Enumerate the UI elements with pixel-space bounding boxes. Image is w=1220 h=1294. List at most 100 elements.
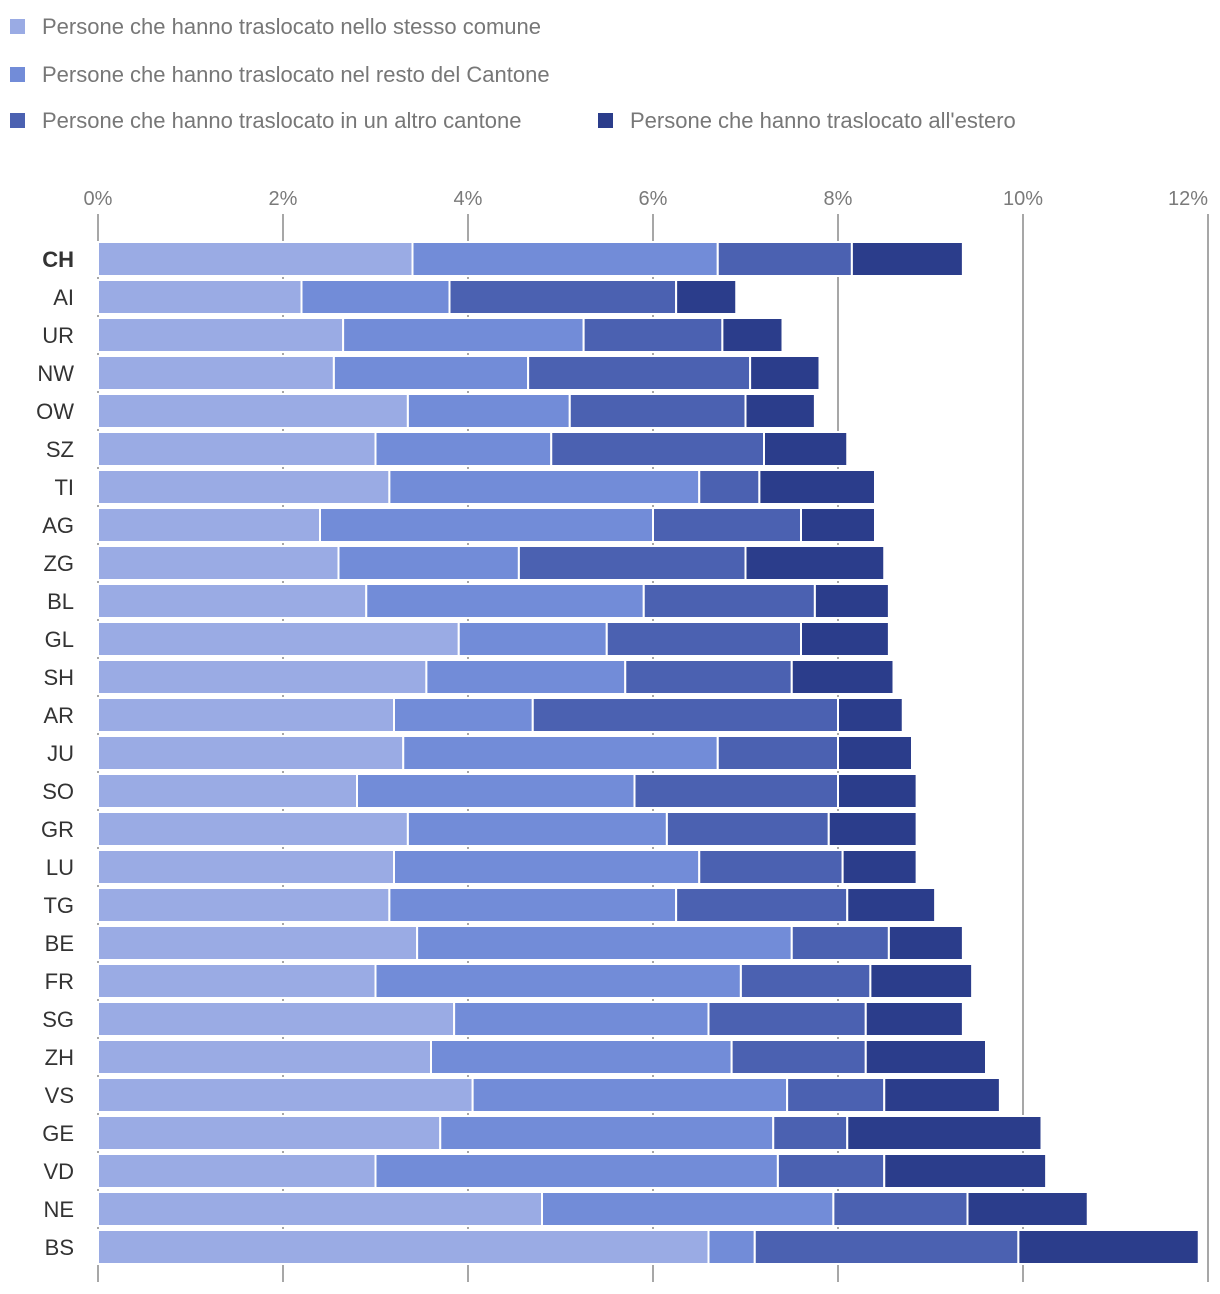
bar-GL-series-2 bbox=[605, 621, 802, 657]
bar-ZH-series-0 bbox=[97, 1039, 432, 1075]
category-label-GL: GL bbox=[45, 627, 74, 652]
category-label-BS: BS bbox=[45, 1235, 74, 1260]
x-tick-label-5: 10% bbox=[1003, 188, 1043, 210]
bar-VD-series-1 bbox=[374, 1153, 779, 1189]
bar-SO-series-0 bbox=[97, 773, 358, 809]
bar-ZG-series-1 bbox=[337, 545, 520, 581]
bar-OW-series-2 bbox=[568, 393, 747, 429]
bar-BS-series-2 bbox=[753, 1229, 1020, 1265]
bar-NE-series-0 bbox=[97, 1191, 543, 1227]
legend-swatch-1 bbox=[10, 67, 25, 82]
bar-LU-series-1 bbox=[393, 849, 701, 885]
bar-SH-series-0 bbox=[97, 659, 428, 695]
category-label-TG: TG bbox=[43, 893, 74, 918]
bar-SG-series-2 bbox=[707, 1001, 867, 1037]
category-label-VD: VD bbox=[43, 1159, 74, 1184]
bar-VS-series-0 bbox=[97, 1077, 474, 1113]
bar-OW-series-0 bbox=[97, 393, 409, 429]
legend: Persone che hanno traslocato nello stess… bbox=[10, 14, 1016, 133]
bar-SZ-series-0 bbox=[97, 431, 377, 467]
bar-SG-series-0 bbox=[97, 1001, 456, 1037]
bar-BL-series-3 bbox=[813, 583, 890, 619]
bar-NW-series-1 bbox=[332, 355, 530, 391]
bar-JU-series-0 bbox=[97, 735, 405, 771]
bar-NW-series-2 bbox=[527, 355, 752, 391]
bar-SH-series-3 bbox=[790, 659, 895, 695]
x-axis-ticks: 0% 2% 4% 6% 8% 10% 12% bbox=[84, 188, 1209, 210]
bar-UR-series-3 bbox=[721, 317, 784, 353]
bar-ZG-series-0 bbox=[97, 545, 340, 581]
bar-NE-series-2 bbox=[832, 1191, 969, 1227]
bar-GR-series-1 bbox=[406, 811, 668, 847]
bar-TG-series-1 bbox=[388, 887, 678, 923]
bar-BS-series-3 bbox=[1017, 1229, 1200, 1265]
x-tick-label-1: 2% bbox=[269, 188, 298, 210]
bar-GL-series-0 bbox=[97, 621, 460, 657]
bar-GE-series-1 bbox=[439, 1115, 775, 1151]
legend-label-2: Persone che hanno traslocato in un altro… bbox=[42, 108, 521, 133]
legend-label-1: Persone che hanno traslocato nel resto d… bbox=[42, 62, 550, 87]
bar-TI-series-2 bbox=[698, 469, 761, 505]
bar-SO-series-2 bbox=[633, 773, 839, 809]
bar-AI-series-0 bbox=[97, 279, 303, 315]
bar-SH-series-2 bbox=[624, 659, 793, 695]
category-label-NW: NW bbox=[37, 361, 74, 386]
bar-VD-series-2 bbox=[776, 1153, 886, 1189]
bar-FR-series-0 bbox=[97, 963, 377, 999]
category-label-VS: VS bbox=[45, 1083, 74, 1108]
bar-AR-series-0 bbox=[97, 697, 395, 733]
bar-AR-series-3 bbox=[837, 697, 904, 733]
legend-swatch-0 bbox=[10, 19, 25, 34]
bar-UR-series-1 bbox=[342, 317, 585, 353]
category-label-ZG: ZG bbox=[43, 551, 74, 576]
bar-ZH-series-3 bbox=[864, 1039, 987, 1075]
bar-BS-series-1 bbox=[707, 1229, 756, 1265]
category-label-SO: SO bbox=[42, 779, 74, 804]
bar-VS-series-1 bbox=[471, 1077, 789, 1113]
bar-AR-series-1 bbox=[393, 697, 534, 733]
bar-CH-series-3 bbox=[850, 241, 964, 277]
bar-FR-series-2 bbox=[739, 963, 872, 999]
bar-AR-series-2 bbox=[531, 697, 839, 733]
category-label-GE: GE bbox=[42, 1121, 74, 1146]
bar-VS-series-2 bbox=[786, 1077, 886, 1113]
bar-OW-series-1 bbox=[406, 393, 571, 429]
bar-JU-series-2 bbox=[716, 735, 839, 771]
bar-NW-series-3 bbox=[749, 355, 821, 391]
bar-TI-series-1 bbox=[388, 469, 701, 505]
bar-BL-series-2 bbox=[642, 583, 816, 619]
x-tick-label-0: 0% bbox=[84, 188, 113, 210]
bar-AI-series-1 bbox=[300, 279, 451, 315]
bar-ZH-series-1 bbox=[430, 1039, 733, 1075]
bar-NE-series-1 bbox=[541, 1191, 835, 1227]
category-label-UR: UR bbox=[42, 323, 74, 348]
bar-AG-series-1 bbox=[319, 507, 654, 543]
bar-TG-series-0 bbox=[97, 887, 391, 923]
category-label-LU: LU bbox=[46, 855, 74, 880]
bar-LU-series-0 bbox=[97, 849, 395, 885]
bar-SO-series-3 bbox=[837, 773, 918, 809]
legend-label-0: Persone che hanno traslocato nello stess… bbox=[42, 14, 541, 39]
category-label-JU: JU bbox=[47, 741, 74, 766]
category-label-BE: BE bbox=[45, 931, 74, 956]
x-tick-label-6: 12% bbox=[1168, 188, 1208, 210]
bar-BE-series-2 bbox=[790, 925, 890, 961]
bar-AG-series-0 bbox=[97, 507, 321, 543]
bar-GE-series-3 bbox=[846, 1115, 1043, 1151]
category-labels: CH AI UR NW OW SZ TI AG ZG BL GL SH AR JU SO GR LU TG BE FR… bbox=[36, 247, 74, 1260]
category-label-AR: AR bbox=[43, 703, 74, 728]
bar-FR-series-1 bbox=[374, 963, 742, 999]
legend-swatch-3 bbox=[598, 113, 613, 128]
category-label-NE: NE bbox=[43, 1197, 74, 1222]
bar-GR-series-2 bbox=[665, 811, 830, 847]
bar-SG-series-1 bbox=[453, 1001, 710, 1037]
bar-GE-series-0 bbox=[97, 1115, 442, 1151]
bar-JU-series-1 bbox=[402, 735, 719, 771]
category-label-FR: FR bbox=[45, 969, 74, 994]
bar-NE-series-3 bbox=[966, 1191, 1089, 1227]
category-label-AI: AI bbox=[53, 285, 74, 310]
x-tick-label-4: 8% bbox=[824, 188, 853, 210]
category-label-OW: OW bbox=[36, 399, 74, 424]
bar-SH-series-1 bbox=[425, 659, 627, 695]
